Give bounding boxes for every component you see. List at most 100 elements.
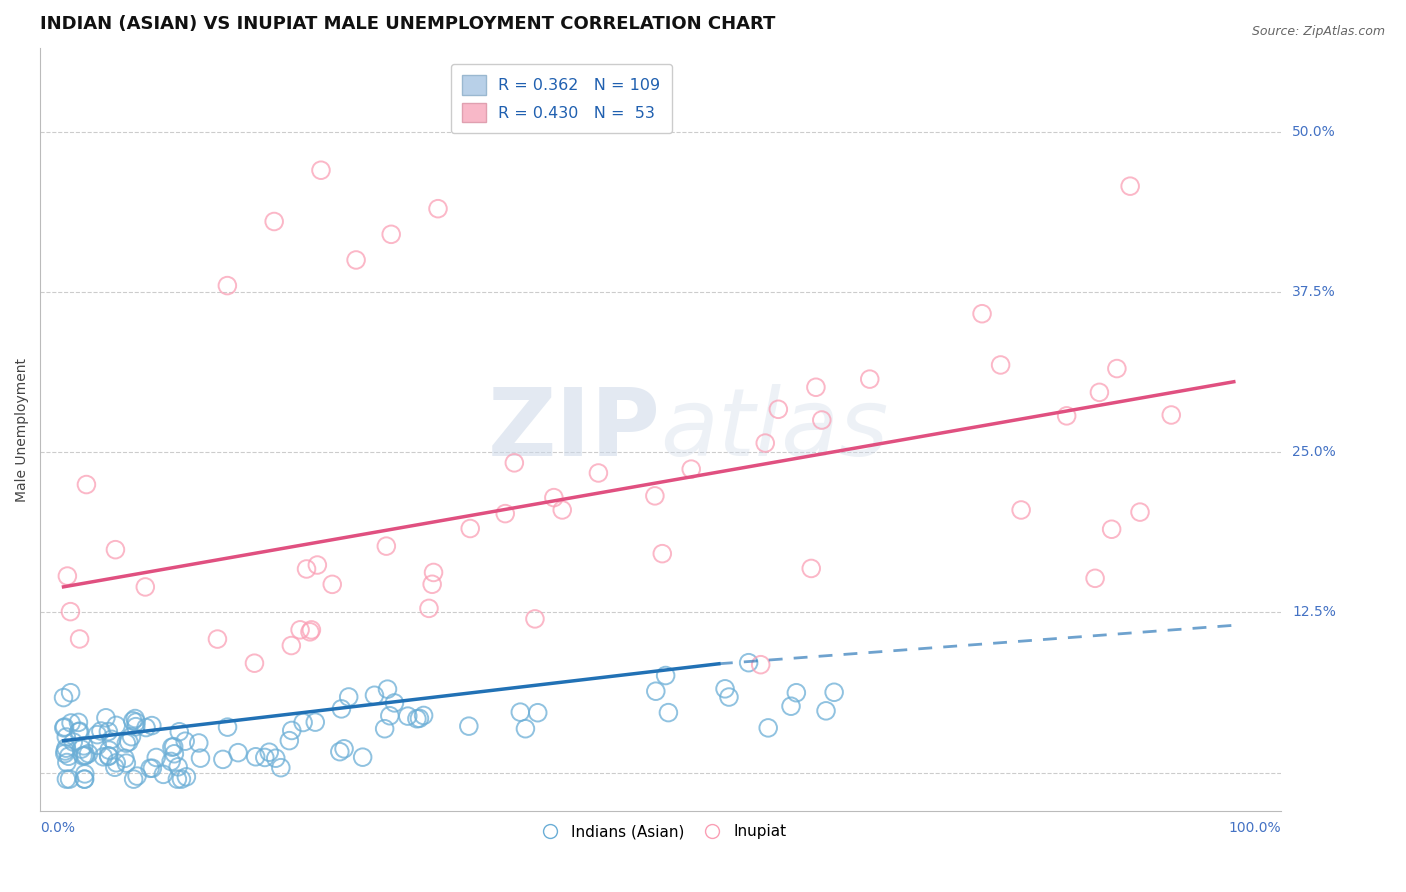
Point: [396, 709, 419, 723]
Text: 100.0%: 100.0%: [1227, 822, 1281, 836]
Point: [217, 720, 239, 734]
Point: [152, 767, 174, 781]
Text: INDIAN (ASIAN) VS INUPIAT MALE UNEMPLOYMENT CORRELATION CHART: INDIAN (ASIAN) VS INUPIAT MALE UNEMPLOYM…: [41, 15, 776, 33]
Point: [73, 772, 96, 786]
Point: [141, 718, 163, 732]
Point: [125, 715, 148, 730]
Point: [253, 750, 276, 764]
Point: [651, 547, 673, 561]
Point: [86, 739, 108, 753]
Point: [737, 656, 759, 670]
Text: 50.0%: 50.0%: [1292, 125, 1336, 139]
Point: [1056, 409, 1078, 423]
Point: [226, 746, 249, 760]
Point: [380, 227, 402, 242]
Text: Source: ZipAtlas.com: Source: ZipAtlas.com: [1251, 25, 1385, 38]
Point: [427, 202, 450, 216]
Point: [160, 755, 183, 769]
Point: [167, 724, 190, 739]
Point: [785, 686, 807, 700]
Point: [121, 730, 143, 744]
Point: [1010, 503, 1032, 517]
Point: [62, 735, 84, 749]
Point: [176, 770, 198, 784]
Point: [212, 752, 235, 766]
Point: [118, 735, 141, 749]
Point: [139, 761, 162, 775]
Point: [73, 772, 96, 786]
Point: [53, 720, 76, 734]
Point: [321, 577, 343, 591]
Point: [717, 690, 740, 704]
Point: [59, 605, 82, 619]
Point: [69, 632, 91, 646]
Point: [125, 769, 148, 783]
Point: [754, 436, 776, 450]
Point: [406, 712, 429, 726]
Point: [800, 561, 823, 575]
Point: [823, 685, 845, 699]
Point: [811, 413, 834, 427]
Point: [333, 741, 356, 756]
Point: [804, 380, 827, 394]
Point: [378, 708, 401, 723]
Point: [190, 751, 212, 765]
Point: [299, 623, 322, 637]
Point: [377, 682, 399, 697]
Point: [749, 657, 772, 672]
Point: [494, 507, 516, 521]
Point: [278, 733, 301, 747]
Point: [654, 668, 676, 682]
Point: [170, 772, 193, 786]
Point: [295, 562, 318, 576]
Text: 0.0%: 0.0%: [41, 822, 75, 836]
Point: [59, 686, 82, 700]
Point: [344, 252, 367, 267]
Point: [1160, 408, 1182, 422]
Point: [1088, 385, 1111, 400]
Point: [329, 745, 352, 759]
Point: [75, 477, 97, 491]
Point: [166, 772, 188, 786]
Point: [681, 462, 703, 476]
Point: [60, 715, 83, 730]
Point: [363, 688, 385, 702]
Point: [141, 761, 163, 775]
Point: [304, 715, 326, 730]
Point: [105, 718, 128, 732]
Point: [145, 750, 167, 764]
Point: [163, 739, 186, 754]
Point: [859, 372, 882, 386]
Point: [58, 772, 80, 786]
Point: [420, 577, 443, 591]
Point: [309, 163, 332, 178]
Point: [70, 742, 93, 756]
Point: [374, 722, 396, 736]
Point: [53, 744, 76, 758]
Point: [97, 724, 120, 739]
Point: [245, 749, 267, 764]
Point: [104, 542, 127, 557]
Point: [73, 767, 96, 781]
Point: [1129, 505, 1152, 519]
Point: [375, 539, 398, 553]
Point: [69, 724, 91, 739]
Point: [121, 714, 143, 728]
Point: [73, 739, 96, 753]
Point: [814, 704, 837, 718]
Point: [526, 706, 548, 720]
Point: [97, 749, 120, 764]
Point: [90, 724, 112, 739]
Point: [307, 558, 329, 572]
Point: [330, 702, 353, 716]
Point: [55, 772, 77, 786]
Point: [418, 601, 440, 615]
Point: [337, 690, 360, 704]
Point: [105, 756, 128, 770]
Point: [298, 624, 321, 639]
Point: [134, 580, 156, 594]
Point: [1119, 179, 1142, 194]
Point: [56, 756, 79, 770]
Point: [94, 711, 117, 725]
Point: [125, 720, 148, 734]
